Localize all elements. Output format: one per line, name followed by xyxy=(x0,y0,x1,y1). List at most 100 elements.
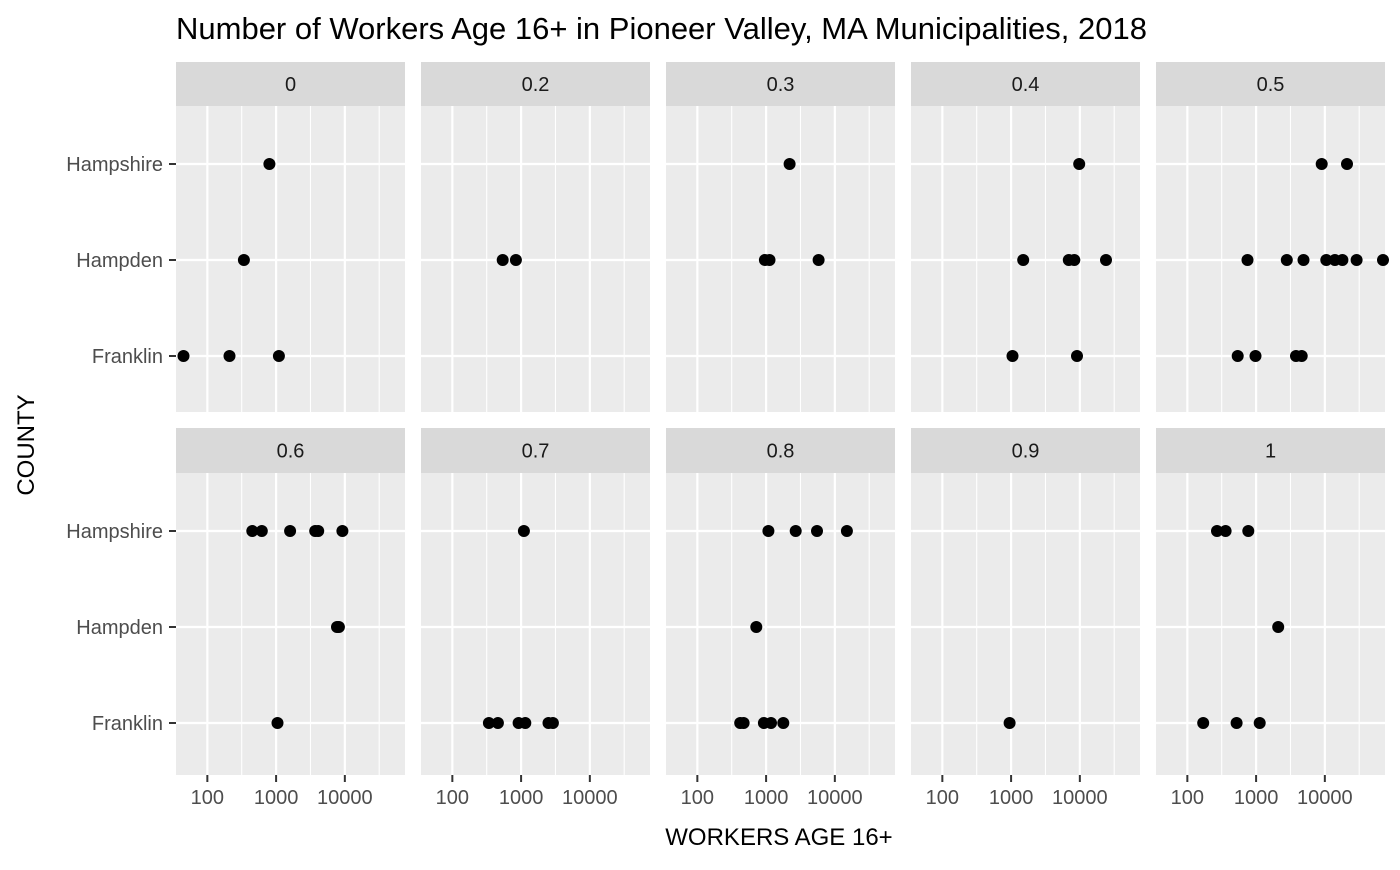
data-point xyxy=(1350,254,1363,266)
x-tick-label: 10000 xyxy=(807,787,863,809)
y-tick-label: Hampden xyxy=(76,250,163,272)
facet-strip xyxy=(911,428,1140,473)
x-tick-label: 10000 xyxy=(1052,787,1108,809)
data-point xyxy=(237,254,250,266)
facet-strip-label: 0.2 xyxy=(522,74,550,96)
x-tick-label: 100 xyxy=(191,787,224,809)
data-point xyxy=(1295,350,1308,362)
data-point xyxy=(1253,717,1266,729)
data-point xyxy=(763,254,776,266)
plot-panel xyxy=(176,473,405,775)
data-point xyxy=(811,525,823,537)
y-tick-label: Franklin xyxy=(92,713,163,735)
y-tick-label: Hampshire xyxy=(66,154,163,176)
data-point xyxy=(812,254,825,266)
data-point xyxy=(750,621,763,633)
facet-panel-0.2: 0.2 xyxy=(421,62,650,412)
data-point xyxy=(1231,350,1244,362)
facet-strip-label: 0.6 xyxy=(277,441,305,463)
facet-panel-0.6: 0.6 xyxy=(176,428,405,775)
data-point xyxy=(765,717,777,729)
y-tick-label: Hampshire xyxy=(66,521,163,543)
facet-strip-label: 0.8 xyxy=(767,441,795,463)
data-point xyxy=(263,158,276,170)
data-point xyxy=(737,717,750,729)
x-tick-label: 10000 xyxy=(562,787,618,809)
facet-panels: 0 0.2 0.3 0.4 0.5 0.6 0.7 0.8 0.9 1 xyxy=(176,62,1389,775)
x-tick-label: 1000 xyxy=(989,787,1034,809)
data-point xyxy=(1211,525,1223,537)
y-axis-title: COUNTY xyxy=(13,394,40,495)
data-point xyxy=(496,254,509,266)
facet-panel-0: 0 xyxy=(176,62,405,412)
plot-panel xyxy=(421,473,650,775)
data-point xyxy=(1320,254,1333,266)
data-point xyxy=(789,525,802,537)
data-point xyxy=(1249,350,1262,362)
data-point xyxy=(312,525,325,537)
data-point xyxy=(1068,254,1081,266)
facet-strip xyxy=(666,428,895,473)
data-point xyxy=(177,350,190,362)
data-point xyxy=(546,717,559,729)
plot-panel xyxy=(666,473,895,775)
y-tick-label: Franklin xyxy=(92,346,163,368)
facet-strip-label: 0.3 xyxy=(767,74,795,96)
facet-strip xyxy=(666,62,895,106)
data-point xyxy=(1230,717,1243,729)
data-point xyxy=(1071,350,1083,362)
facet-strip xyxy=(176,428,405,473)
data-point xyxy=(1073,158,1086,170)
data-point xyxy=(1003,717,1016,729)
facet-strip-label: 0.5 xyxy=(1257,74,1285,96)
data-point xyxy=(223,350,236,362)
chart-title: Number of Workers Age 16+ in Pioneer Val… xyxy=(176,11,1147,46)
facet-strip xyxy=(421,428,650,473)
data-point xyxy=(1241,254,1254,266)
facet-strip-label: 1 xyxy=(1265,441,1276,463)
facet-strip-label: 0.9 xyxy=(1012,441,1040,463)
data-point xyxy=(1219,525,1232,537)
x-tick-label: 1000 xyxy=(499,787,544,809)
data-point xyxy=(1297,254,1310,266)
y-axis: Hampshire Hampden Franklin Hampshire Hampden… xyxy=(66,154,176,735)
facet-strip-label: 0.4 xyxy=(1012,74,1040,96)
facet-panel-0.4: 0.4 xyxy=(911,62,1140,412)
x-axis-title: WORKERS AGE 16+ xyxy=(665,824,892,851)
plot-panel xyxy=(911,473,1140,775)
x-axis: 100 1000 10000 100 1000 10000 100 1000 10000 100 1… xyxy=(191,775,1353,809)
facet-strip-label: 0 xyxy=(285,74,296,96)
facet-panel-0.8: 0.8 xyxy=(666,428,895,775)
data-point xyxy=(1377,254,1389,266)
data-point xyxy=(255,525,268,537)
data-point xyxy=(840,525,853,537)
facet-strip xyxy=(176,62,405,106)
x-tick-label: 100 xyxy=(926,787,959,809)
data-point xyxy=(1272,621,1285,633)
x-tick-label: 1000 xyxy=(1234,787,1279,809)
data-point xyxy=(517,525,530,537)
data-point xyxy=(1100,254,1112,266)
x-tick-label: 10000 xyxy=(317,787,373,809)
data-point xyxy=(1280,254,1293,266)
data-point xyxy=(482,717,495,729)
data-point xyxy=(1242,525,1255,537)
facet-panel-0.5: 0.5 xyxy=(1156,62,1389,412)
data-point xyxy=(762,525,775,537)
data-point xyxy=(1315,158,1328,170)
data-point xyxy=(1336,254,1349,266)
facet-strip xyxy=(421,62,650,106)
facet-panel-1: 1 xyxy=(1156,428,1385,775)
data-point xyxy=(246,525,259,537)
data-point xyxy=(272,350,285,362)
data-point xyxy=(1006,350,1019,362)
data-point xyxy=(491,717,504,729)
facet-strip xyxy=(1156,62,1385,106)
data-point xyxy=(284,525,297,537)
data-point xyxy=(332,621,345,633)
x-tick-label: 1000 xyxy=(744,787,789,809)
data-point xyxy=(509,254,522,266)
facet-panel-0.7: 0.7 xyxy=(421,428,650,775)
